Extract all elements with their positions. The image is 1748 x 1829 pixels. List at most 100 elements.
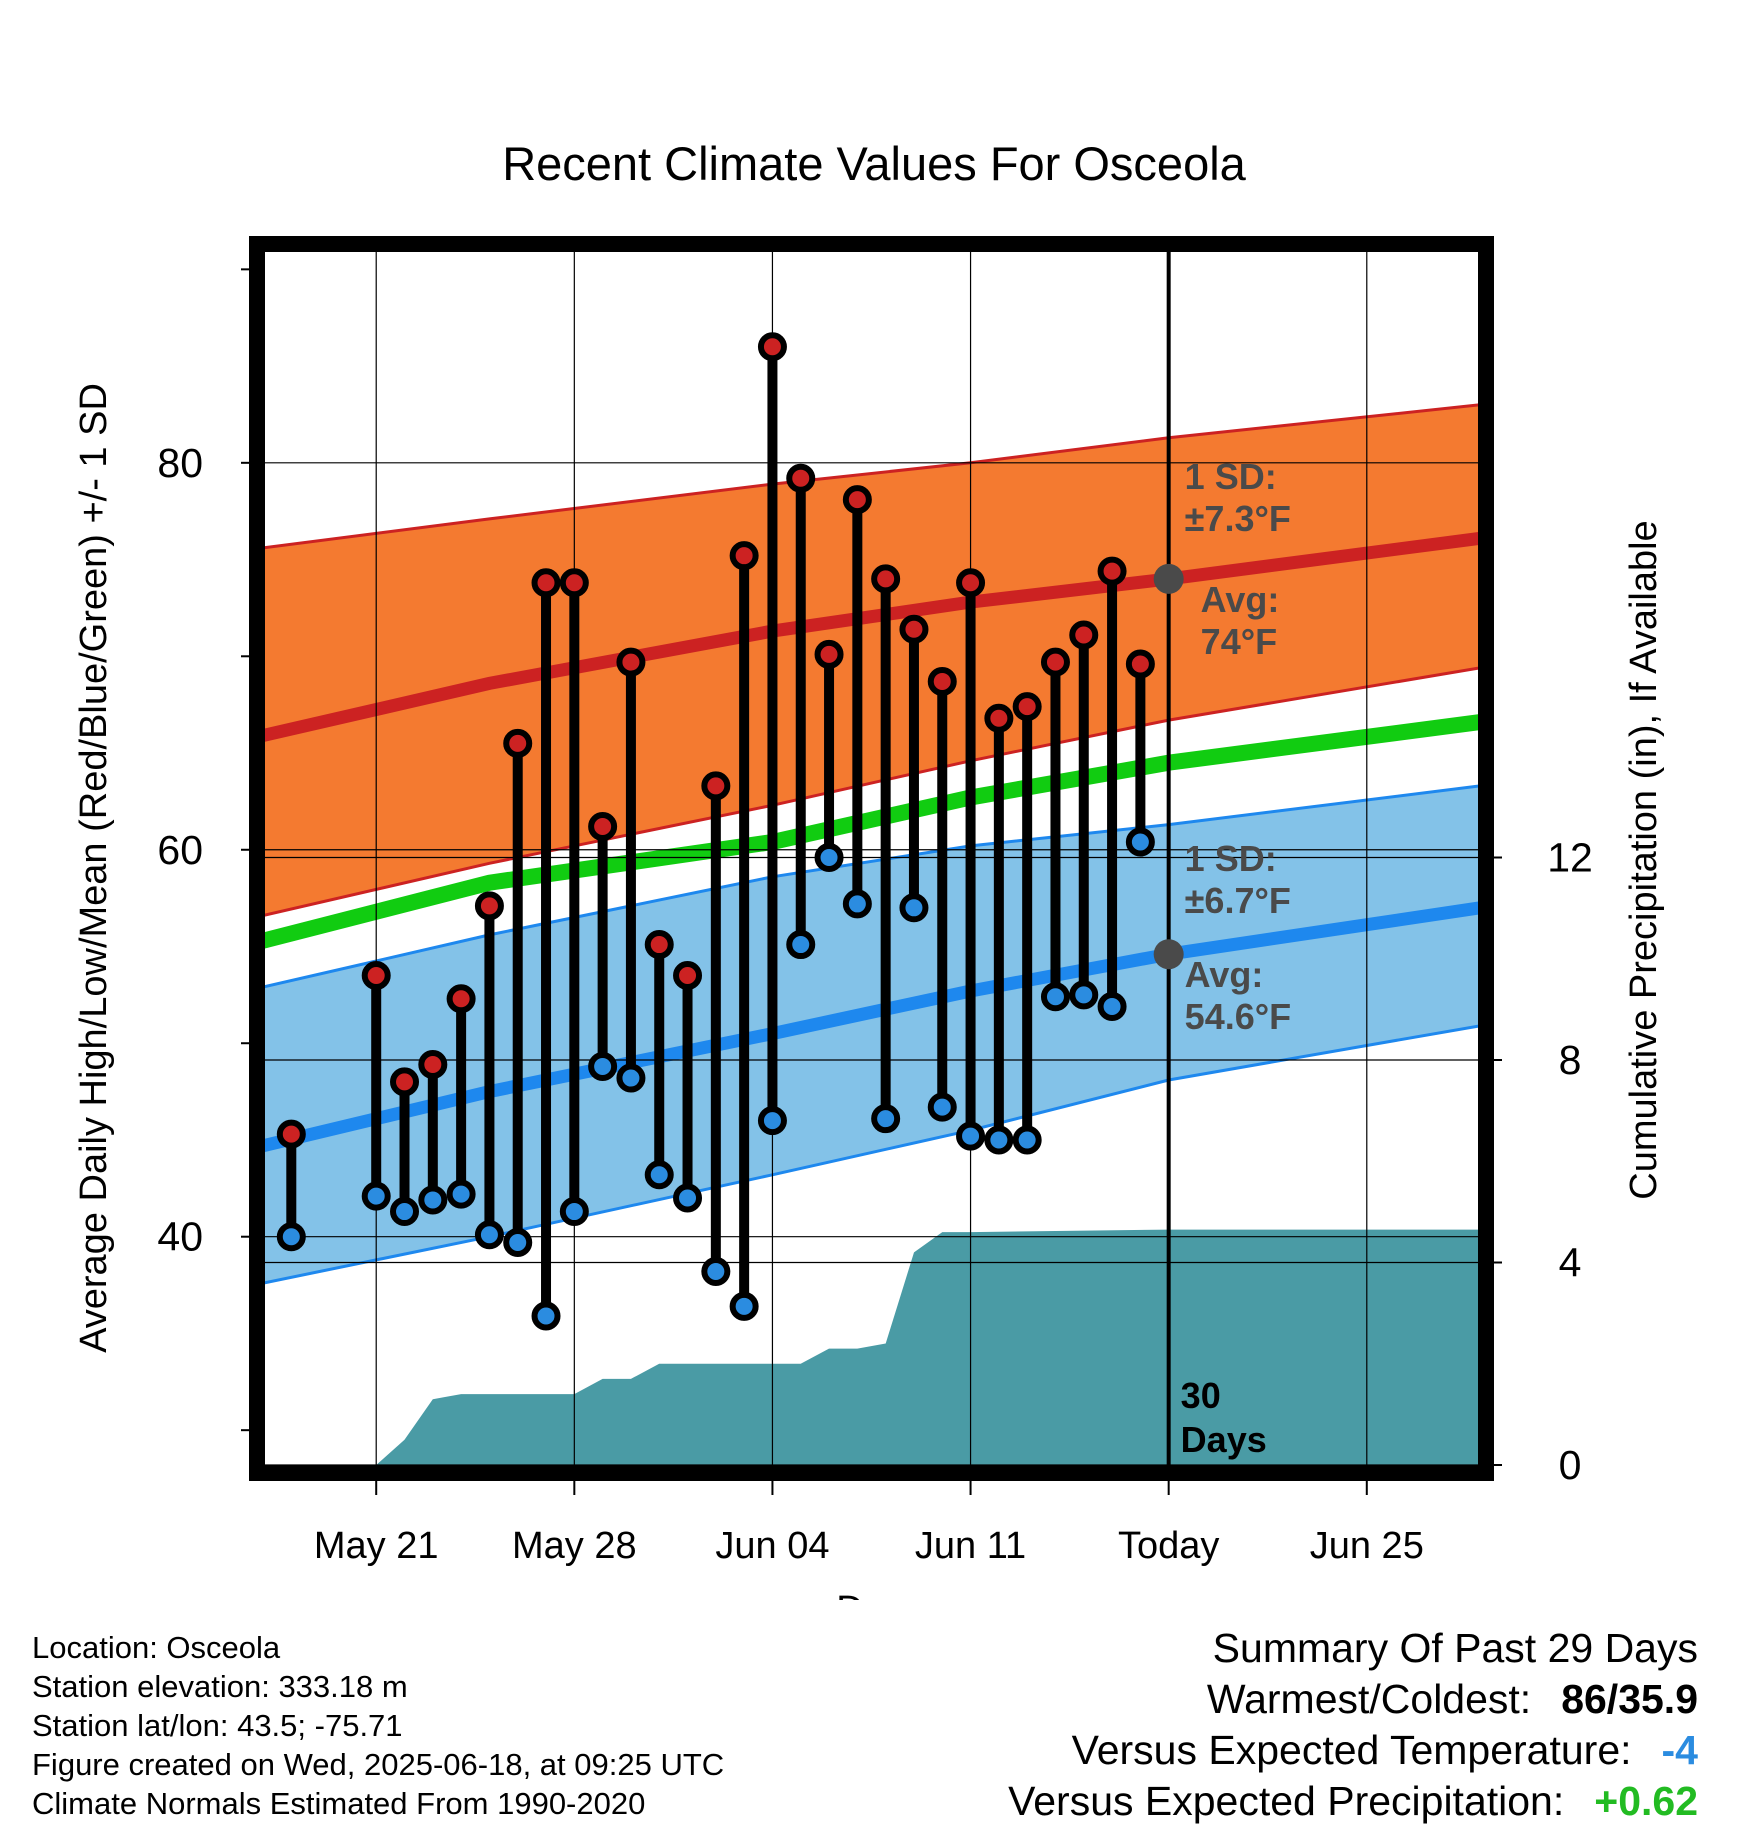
y-tick-label: 80 — [157, 440, 203, 486]
summary-warmest-label: Warmest/Coldest: — [1206, 1676, 1532, 1722]
summary-temp-value: -4 — [1661, 1727, 1698, 1773]
climate-chart: Recent Climate Values For Osceola 1 SD: ±… — [73, 137, 1665, 1600]
low-point — [531, 1301, 561, 1331]
high-point — [757, 332, 787, 362]
low-point — [1069, 980, 1099, 1010]
high-point — [729, 541, 759, 571]
high-average-annotation: Avg: 74°F — [1201, 579, 1280, 662]
high-point — [1125, 649, 1155, 679]
summary-precip-row: Versus Expected Precipitation: +0.62 — [1008, 1778, 1698, 1829]
high-point — [956, 568, 986, 598]
low-sd-lower-line — [263, 1024, 1480, 1285]
footer-elevation: Station elevation: 333.18 m — [32, 1669, 408, 1704]
high-point — [418, 1050, 448, 1080]
x-tick-label: Jun 04 — [715, 1525, 829, 1567]
mean-average-line — [263, 714, 1480, 949]
footer-normals: Climate Normals Estimated From 1990-2020 — [32, 1786, 646, 1821]
y-axis-label: Average Daily High/Low/Mean (Red/Blue/Gr… — [73, 383, 115, 1353]
low-point — [503, 1228, 533, 1258]
low-point — [842, 889, 872, 919]
low-point — [786, 930, 816, 960]
summary-precip-value: +0.62 — [1594, 1778, 1698, 1824]
low-point — [814, 843, 844, 872]
precipitation-area — [263, 1229, 1480, 1465]
high-point — [927, 666, 957, 696]
footer-latlon: Station lat/lon: 43.5; -75.71 — [32, 1708, 403, 1743]
high-point — [361, 961, 391, 991]
summary-warmest-row: Warmest/Coldest: 86/35.9 — [1008, 1676, 1698, 1727]
low-point — [588, 1051, 618, 1081]
today-low-average-marker — [1153, 939, 1184, 970]
high-sd-annotation: 1 SD: ±7.3°F — [1185, 456, 1291, 539]
summary-panel: Summary Of Past 29 Days Warmest/Coldest:… — [1008, 1625, 1698, 1829]
low-point — [644, 1160, 674, 1190]
high-average-line — [263, 531, 1480, 742]
low-point — [673, 1183, 703, 1213]
low-point — [899, 893, 929, 923]
summary-temp-label: Versus Expected Temperature: — [1071, 1727, 1632, 1773]
high-point — [1012, 692, 1042, 722]
footer-created: Figure created on Wed, 2025-06-18, at 09… — [32, 1747, 725, 1782]
low-sd-annotation: 1 SD: ±6.7°F — [1185, 838, 1291, 921]
high-point — [276, 1119, 306, 1149]
low-point — [361, 1181, 391, 1211]
low-point — [1040, 982, 1070, 1012]
low-point — [701, 1257, 731, 1287]
low-point — [446, 1179, 476, 1209]
low-point — [956, 1121, 986, 1151]
y-tick-label: 40 — [157, 1214, 203, 1260]
high-point — [786, 463, 816, 493]
high-point — [390, 1067, 420, 1097]
summary-warmest-value: 86/35.9 — [1561, 1676, 1698, 1722]
low-sd-band — [263, 785, 1480, 1284]
low-point — [418, 1185, 448, 1215]
y2-tick-label: 4 — [1559, 1240, 1582, 1286]
low-sd-upper-line — [263, 784, 1480, 989]
high-point — [673, 961, 703, 991]
today-high-average-marker — [1153, 563, 1184, 594]
y-tick-label: 60 — [157, 827, 203, 873]
y2-tick-label: 8 — [1559, 1037, 1582, 1083]
summary-temp-row: Versus Expected Temperature: -4 — [1008, 1727, 1698, 1778]
high-point — [559, 568, 589, 598]
low-point — [871, 1104, 901, 1134]
summary-precip-label: Versus Expected Precipitation: — [1008, 1778, 1565, 1824]
low-point — [1097, 991, 1127, 1021]
high-point — [1040, 647, 1070, 677]
low-point — [927, 1092, 957, 1122]
x-tick-label: Today — [1118, 1525, 1219, 1567]
summary-title: Summary Of Past 29 Days — [1212, 1625, 1698, 1671]
high-sd-upper-line — [263, 403, 1480, 550]
high-sd-band — [263, 404, 1480, 916]
x-tick-label: May 28 — [512, 1525, 637, 1567]
y2-axis-label: Cumulative Precipitation (in), If Availa… — [1623, 520, 1665, 1199]
high-point — [616, 647, 646, 677]
low-point — [276, 1222, 306, 1252]
low-point — [1012, 1125, 1042, 1155]
high-point — [644, 930, 674, 960]
high-point — [701, 771, 731, 801]
high-point — [1097, 556, 1127, 586]
y2-tick-label: 0 — [1559, 1442, 1582, 1488]
footer-info: Location: Osceola Station elevation: 333… — [32, 1628, 724, 1823]
x-tick-label: May 21 — [314, 1525, 439, 1567]
high-point — [503, 728, 533, 758]
high-point — [446, 984, 476, 1014]
low-point — [729, 1291, 759, 1321]
high-point — [871, 564, 901, 594]
low-point — [984, 1125, 1014, 1155]
low-point — [757, 1106, 787, 1136]
high-point — [588, 812, 618, 842]
high-sd-lower-line — [263, 666, 1480, 917]
high-point — [899, 614, 929, 644]
low-average-annotation: Avg: 54.6°F — [1185, 954, 1291, 1037]
chart-title: Recent Climate Values For Osceola — [502, 137, 1246, 190]
high-point — [1069, 620, 1099, 650]
high-point — [474, 891, 504, 921]
low-point — [390, 1197, 420, 1227]
y2-tick-label: 12 — [1547, 835, 1593, 881]
low-point — [559, 1197, 589, 1227]
low-point — [616, 1063, 646, 1093]
x-axis-label: Day — [836, 1589, 904, 1600]
high-point — [984, 703, 1014, 733]
